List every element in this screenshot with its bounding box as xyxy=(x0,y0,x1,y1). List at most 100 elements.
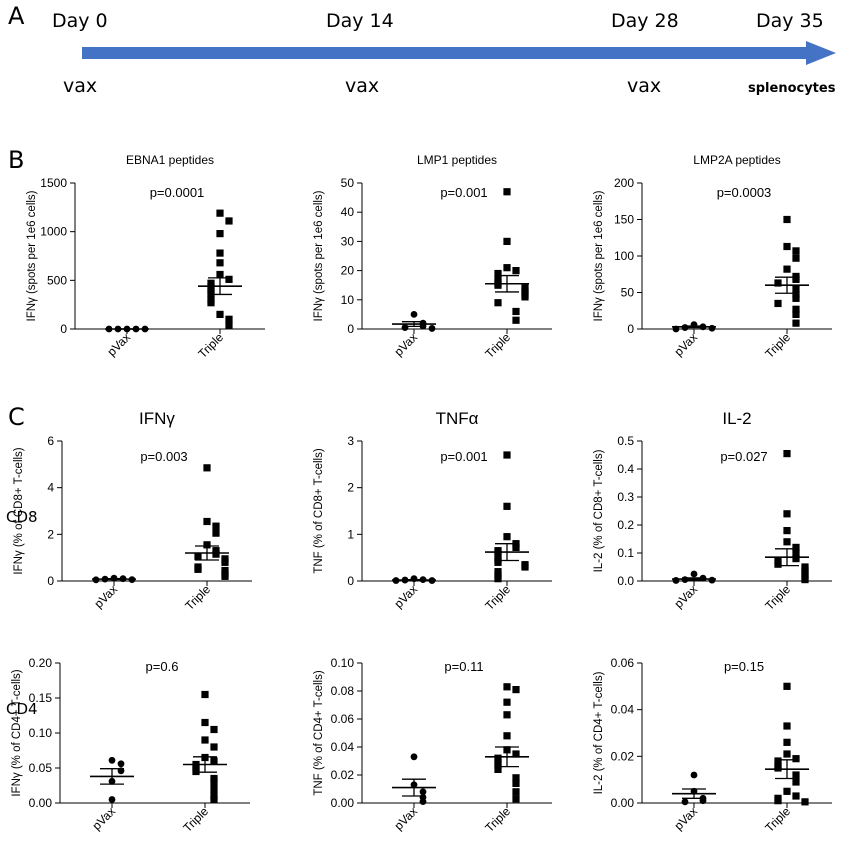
chart-title: IL-2 xyxy=(722,409,751,428)
data-point-triple xyxy=(194,565,202,573)
data-point-triple xyxy=(503,188,511,196)
y-tick-label: 40 xyxy=(341,205,355,219)
y-tick-label: 0.20 xyxy=(29,656,53,670)
data-point-triple xyxy=(494,549,502,557)
data-point-triple xyxy=(216,259,224,267)
data-point-triple xyxy=(210,725,218,734)
data-point-pvax xyxy=(708,576,716,584)
data-point-triple xyxy=(216,310,224,318)
data-point-triple xyxy=(783,450,791,458)
y-tick-label: 20 xyxy=(341,264,355,278)
data-point-pvax xyxy=(108,796,116,803)
p-value-label: p=0.15 xyxy=(724,659,764,674)
data-point-triple xyxy=(792,254,800,262)
x-tick-label: pVax xyxy=(672,582,701,611)
x-tick-label: Triple xyxy=(195,330,226,361)
data-point-triple xyxy=(503,451,511,459)
y-tick-label: 0.04 xyxy=(611,703,635,717)
y-tick-label: 2 xyxy=(347,481,354,495)
y-tick-label: 0.00 xyxy=(611,796,635,810)
x-tick-label: Triple xyxy=(762,804,793,835)
data-point-triple xyxy=(225,321,233,329)
data-point-triple xyxy=(774,279,782,287)
data-point-triple xyxy=(792,792,800,800)
x-tick-label: Triple xyxy=(762,330,793,361)
y-tick-label: 1000 xyxy=(40,225,67,239)
data-point-triple xyxy=(521,293,529,301)
chart-title: TNFα xyxy=(436,409,479,428)
data-point-triple xyxy=(774,299,782,308)
data-point-triple xyxy=(210,778,218,786)
data-point-triple xyxy=(212,522,220,530)
x-tick-label: Triple xyxy=(482,330,513,361)
panel-label-c: C xyxy=(8,403,25,431)
y-tick-label: 100 xyxy=(614,249,634,263)
x-tick-label: pVax xyxy=(92,582,121,611)
data-point-triple xyxy=(792,319,800,327)
data-point-triple xyxy=(503,732,511,740)
y-tick-label: 500 xyxy=(47,273,67,287)
p-value-label: p=0.001 xyxy=(440,449,487,464)
data-point-triple xyxy=(201,690,209,699)
data-point-pvax xyxy=(690,771,698,779)
data-point-triple xyxy=(792,310,800,318)
data-point-triple xyxy=(192,767,200,776)
data-point-triple xyxy=(494,761,502,769)
data-point-pvax xyxy=(401,324,409,331)
plot-cd8-il2: IL-2 p=0.027 0.0 0.1 0.2 0.3 0.4 0.5 IL-2 (% of … xyxy=(593,409,832,613)
data-point-triple xyxy=(216,230,224,238)
y-tick-label: 0 xyxy=(47,574,54,588)
data-point-triple xyxy=(792,285,800,293)
data-point-pvax xyxy=(419,788,427,796)
data-point-triple xyxy=(225,315,233,323)
row-label-cd8: CD8 xyxy=(6,508,38,526)
y-tick-label: 0.02 xyxy=(331,768,355,782)
data-point-triple xyxy=(494,568,502,576)
data-point-triple xyxy=(225,275,233,283)
y-tick-label: 0.00 xyxy=(331,796,355,810)
data-point-triple xyxy=(792,294,800,302)
plot-cd8-ifng: IFNγ p=0.003 0 2 4 6 IFNγ (% of CD8+ T-cells) p… xyxy=(13,409,252,613)
data-point-triple xyxy=(225,217,233,225)
p-value-label: p=0.001 xyxy=(440,185,487,200)
data-point-triple xyxy=(221,572,229,580)
data-point-triple xyxy=(783,527,791,535)
data-point-triple xyxy=(203,464,211,472)
data-point-triple xyxy=(792,771,800,779)
y-tick-label: 0 xyxy=(60,322,67,336)
y-tick-label: 30 xyxy=(341,234,355,248)
data-point-triple xyxy=(494,281,502,289)
y-axis-label: IL-2 (% of CD8+ T-cells) xyxy=(593,449,605,572)
chart-title: LMP1 peptides xyxy=(417,153,497,167)
data-point-triple xyxy=(503,237,511,245)
data-point-pvax xyxy=(672,577,680,584)
data-point-pvax xyxy=(681,798,689,806)
y-tick-label: 2 xyxy=(47,527,54,541)
y-tick-label: 0.10 xyxy=(331,656,355,670)
plot-cd8-tnfa: TNFα p=0.001 0 1 2 3 TNF (% of CD8+ T-cells) pV… xyxy=(313,409,552,613)
x-tick-label: pVax xyxy=(392,582,421,611)
y-axis-label: TNF (% of CD8+ T-cells) xyxy=(313,448,325,574)
y-tick-label: 0.05 xyxy=(29,761,53,775)
x-tick-label: pVax xyxy=(672,330,701,359)
y-tick-label: 50 xyxy=(621,286,635,300)
data-point-triple xyxy=(494,754,502,762)
p-value-label: p=0.0003 xyxy=(717,185,772,200)
plot-cd4-tnf: p=0.11 0.00 0.02 0.04 0.06 0.08 0.10 TNF (% of … xyxy=(313,656,552,835)
y-tick-label: 0.1 xyxy=(617,546,634,560)
data-point-triple xyxy=(216,249,224,257)
data-point-triple xyxy=(503,502,511,510)
data-point-triple xyxy=(783,215,791,224)
x-tick-label: pVax xyxy=(392,804,421,833)
data-point-triple xyxy=(503,683,511,691)
data-point-triple xyxy=(503,711,511,719)
data-point-triple xyxy=(210,757,218,765)
y-tick-label: 10 xyxy=(341,293,355,307)
day-label-35: Day 35 xyxy=(756,10,824,32)
data-point-triple xyxy=(216,209,224,217)
data-point-triple xyxy=(503,264,511,272)
data-point-triple xyxy=(783,242,791,251)
y-axis-label: IFNγ (spots per 1e6 cells) xyxy=(593,190,605,321)
data-point-pvax xyxy=(117,760,125,768)
